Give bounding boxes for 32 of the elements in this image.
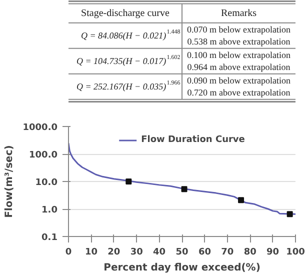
x-tick-label: 30 [130,248,143,258]
x-tick-label: 10 [84,248,98,258]
legend-label: Flow Duration Curve [141,135,245,145]
x-tick-label: 80 [244,248,256,258]
point [238,197,244,204]
y-tick-label: 10.0 [35,178,58,188]
point [126,178,132,184]
y-tick-label: 1.0 [42,206,58,216]
text: 0.538 m above extrapolation [187,36,291,47]
line-series [68,142,296,215]
x-tick-label: 40 [153,248,166,258]
y-tick-label: 1000.0 [22,123,58,133]
text: 0.100 m below extrapolation [187,50,291,60]
x-tick-label: 70 [221,248,234,258]
x-axis-title: Percent day flow exceed(%) [104,262,260,274]
text: 0.720 m above extrapolation [187,88,291,98]
x-tick-label: 0 [65,248,72,258]
text: Stage-discharge curve [81,8,170,19]
x-tick-label: 100 [286,248,305,258]
y-axis-title: Flow(m³/sec) [4,145,15,218]
x-tick-label: 60 [198,248,211,258]
text: Remarks [220,8,257,19]
x-tick-label: 90 [266,248,280,258]
x-tick-label: 50 [176,248,188,258]
y-tick-label: 100.0 [29,150,58,160]
point [286,211,293,218]
text: 0.070 m below extrapolation [187,24,291,35]
text: 0.964 m above extrapolation [187,62,291,72]
text: 0.090 m below extrapolation [187,76,291,86]
y-tick-label: 0.1 [42,233,58,243]
x-tick-label: 20 [108,248,120,258]
point [181,186,188,192]
